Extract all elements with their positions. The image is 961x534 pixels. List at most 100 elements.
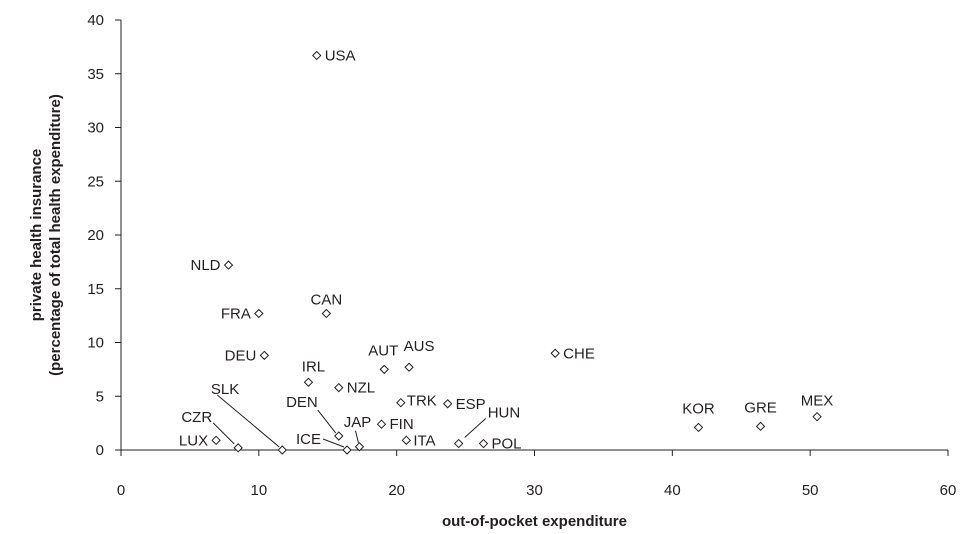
data-point-nzl: NZL	[334, 380, 375, 397]
y-tick-label: 30	[87, 120, 104, 137]
diamond-marker	[693, 422, 704, 433]
point-label: NZL	[347, 380, 375, 397]
y-tick-label: 25	[87, 173, 104, 190]
diamond-marker	[755, 421, 766, 432]
diamond-marker	[334, 431, 344, 441]
point-label: ESP	[456, 396, 486, 413]
point-label: ITA	[413, 432, 435, 449]
y-tick-label: 0	[96, 442, 104, 459]
point-label: ICE	[296, 431, 321, 448]
leader-line	[317, 409, 337, 434]
y-axis: 0 5 10 15 20 25 30 35 40	[87, 12, 122, 459]
point-label: IRL	[302, 358, 325, 375]
x-tick-label: 20	[388, 482, 405, 499]
data-point-fra: FRA	[221, 305, 264, 322]
x-axis-title: out-of-pocket expenditure	[442, 513, 627, 530]
point-label: TRK	[407, 393, 437, 410]
data-point-can: CAN	[311, 291, 343, 319]
data-point-aut: AUT	[368, 342, 398, 375]
data-point-mex: MEX	[801, 393, 834, 422]
diamond-marker	[401, 435, 412, 446]
data-point-nld: NLD	[190, 257, 234, 274]
diamond-marker	[303, 377, 314, 387]
data-point-esp: ESP	[442, 396, 486, 413]
point-label: CHE	[563, 345, 595, 362]
x-tick-label: 30	[526, 482, 543, 499]
diamond-marker	[442, 399, 453, 409]
point-label: SLK	[211, 381, 239, 398]
data-point-lux: LUX	[179, 432, 221, 449]
diamond-marker	[478, 438, 489, 449]
data-point-gre: GRE	[744, 399, 777, 432]
point-label: KOR	[682, 400, 715, 417]
leader-line	[216, 394, 280, 448]
point-label: MEX	[801, 393, 834, 410]
point-label: USA	[325, 47, 356, 64]
diamond-marker	[354, 442, 365, 452]
point-label: FIN	[390, 416, 414, 433]
point-label: POL	[492, 436, 522, 453]
data-point-usa: USA	[312, 47, 356, 64]
data-point-trk: TRK	[396, 393, 437, 410]
y-axis-subtitle: (percentage of total health expenditure)	[47, 94, 64, 376]
y-tick-label: 20	[87, 227, 104, 244]
point-label: DEU	[225, 347, 257, 364]
data-point-ita: ITA	[401, 432, 436, 449]
point-label: CZR	[181, 409, 212, 426]
point-label: GRE	[744, 399, 777, 416]
y-axis-title: private health insurance	[28, 149, 45, 322]
leader-line	[212, 422, 235, 445]
data-point-hun: HUN	[453, 405, 520, 449]
diamond-marker	[223, 260, 234, 270]
y-tick-label: 40	[87, 12, 104, 29]
y-tick-label: 5	[96, 388, 104, 405]
diamond-marker	[379, 364, 389, 375]
x-tick-label: 0	[117, 482, 125, 499]
diamond-marker	[233, 443, 243, 453]
data-point-jap: JAP	[344, 414, 372, 452]
diamond-marker	[453, 438, 464, 449]
diamond-marker	[812, 411, 822, 422]
data-point-pol: POL	[478, 436, 522, 453]
data-point-czr: CZR	[181, 409, 243, 453]
data-point-che: CHE	[550, 345, 595, 362]
diamond-marker	[376, 419, 387, 429]
data-point-slk: SLK	[211, 381, 287, 455]
point-label: AUT	[368, 342, 398, 359]
diamond-marker	[550, 348, 560, 358]
point-label: JAP	[344, 414, 372, 431]
data-point-fin: FIN	[376, 416, 414, 433]
point-label: DEN	[286, 394, 318, 411]
leader-line	[464, 418, 487, 438]
y-tick-label: 35	[87, 66, 104, 83]
x-tick-label: 60	[940, 482, 957, 499]
leader-line	[322, 438, 345, 448]
point-label: CAN	[311, 291, 343, 308]
x-tick-label: 10	[250, 482, 267, 499]
x-tick-label: 50	[802, 482, 819, 499]
diamond-marker	[321, 308, 332, 319]
leader-line	[354, 430, 359, 443]
data-point-ice: ICE	[296, 431, 352, 455]
diamond-marker	[259, 350, 270, 361]
diamond-marker	[277, 445, 287, 455]
diamond-marker	[342, 445, 352, 455]
y-tick-label: 15	[87, 281, 104, 298]
point-label: FRA	[221, 305, 251, 322]
point-label: HUN	[488, 405, 520, 422]
diamond-marker	[396, 397, 406, 408]
diamond-marker	[312, 50, 322, 61]
diamond-marker	[211, 435, 221, 446]
point-label: AUS	[404, 338, 435, 355]
point-label: NLD	[190, 257, 220, 274]
diamond-marker	[404, 362, 414, 372]
data-point-kor: KOR	[682, 400, 715, 433]
diamond-marker	[334, 382, 344, 393]
point-label: LUX	[179, 432, 208, 449]
x-tick-label: 40	[664, 482, 681, 499]
data-point-deu: DEU	[225, 347, 270, 364]
data-point-aus: AUS	[404, 338, 435, 372]
data-point-den: DEN	[286, 394, 344, 441]
